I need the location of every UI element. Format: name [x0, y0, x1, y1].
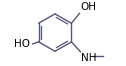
Text: HO: HO	[14, 39, 29, 49]
Text: NH: NH	[81, 53, 97, 63]
Text: OH: OH	[81, 2, 97, 12]
